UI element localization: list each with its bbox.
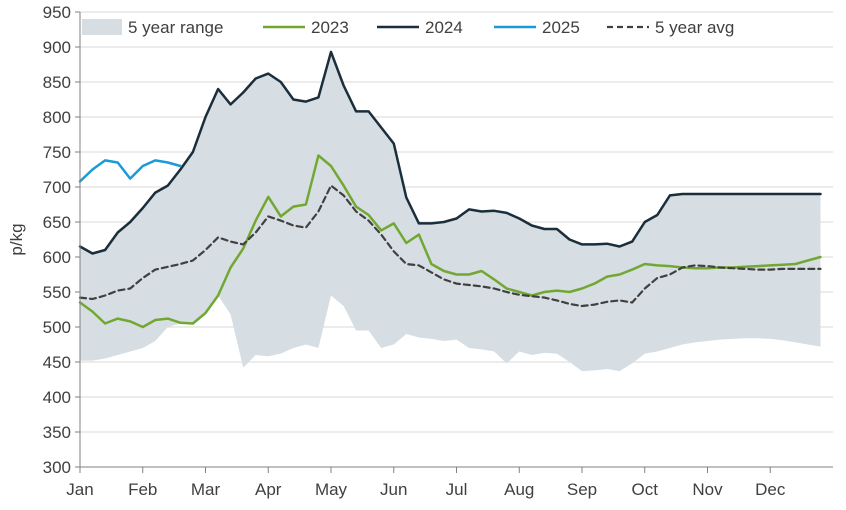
legend-item-range: 5 year range — [82, 18, 223, 37]
y-tick-label: 900 — [43, 38, 71, 57]
y-tick-label: 950 — [43, 3, 71, 22]
x-tick-label: Dec — [755, 480, 786, 499]
y-tick-label: 400 — [43, 388, 71, 407]
x-tick-label: Mar — [191, 480, 221, 499]
y-tick-label: 600 — [43, 248, 71, 267]
legend-item-2023: 2023 — [263, 18, 349, 37]
legend-item-5-year-avg: 5 year avg — [607, 18, 734, 37]
y-tick-label: 850 — [43, 73, 71, 92]
y-tick-label: 300 — [43, 458, 71, 477]
x-tick-label: Nov — [692, 480, 723, 499]
legend-label: 5 year avg — [655, 18, 734, 37]
x-tick-label: Jun — [380, 480, 407, 499]
x-tick-label: May — [315, 480, 348, 499]
legend-swatch-range — [82, 19, 122, 35]
axes: 300 350 400 450 500 550 600 650 700 750 800 850 900 9… — [7, 3, 833, 499]
y-axis-title: p/kg — [7, 223, 26, 255]
y-tick-label: 350 — [43, 423, 71, 442]
legend-label: 2024 — [425, 18, 463, 37]
legend-item-2024: 2024 — [377, 18, 463, 37]
series-line-2025 — [78, 159, 182, 183]
x-tick-label: Aug — [504, 480, 534, 499]
x-tick-label: Sep — [567, 480, 597, 499]
y-tick-label: 700 — [43, 178, 71, 197]
y-tick-label: 450 — [43, 353, 71, 372]
legend-label: 2025 — [542, 18, 580, 37]
legend-label: 2023 — [311, 18, 349, 37]
series-lines — [78, 50, 822, 329]
y-tick-label: 650 — [43, 213, 71, 232]
y-tick-label: 550 — [43, 283, 71, 302]
series-line-2023 — [78, 154, 822, 329]
range-band — [80, 51, 821, 372]
series-line-2024 — [78, 50, 822, 255]
x-tick-label: Apr — [255, 480, 282, 499]
range-area — [80, 51, 821, 372]
legend: 5 year range 2023 2024 2025 5 year avg — [82, 18, 734, 37]
legend-item-2025: 2025 — [494, 18, 580, 37]
x-tick-label: Feb — [128, 480, 157, 499]
legend-label-range: 5 year range — [128, 18, 223, 37]
x-tick-label: Jul — [446, 480, 468, 499]
x-tick-label: Oct — [632, 480, 659, 499]
x-tick-label: Jan — [66, 480, 93, 499]
series-line-5-year-avg — [78, 184, 822, 308]
y-tick-label: 750 — [43, 143, 71, 162]
y-tick-label: 500 — [43, 318, 71, 337]
y-tick-label: 800 — [43, 108, 71, 127]
